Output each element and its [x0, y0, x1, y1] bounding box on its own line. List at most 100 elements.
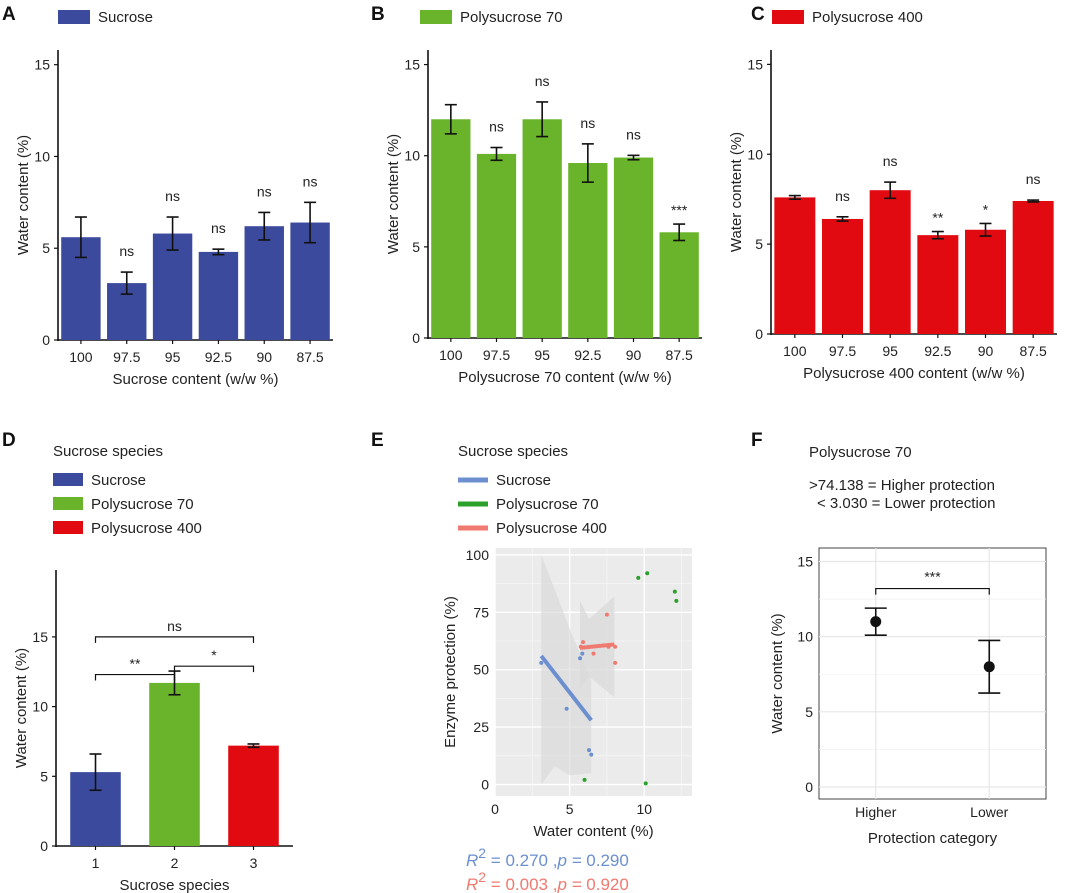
- legend-sucrose-label: Sucrose: [98, 9, 153, 26]
- y-axis-title: Enzyme protection (%): [442, 596, 459, 748]
- bar: [568, 163, 608, 338]
- legend-sucrose-swatch: [58, 10, 90, 24]
- legend-d-swatch: [53, 497, 83, 510]
- y-axis-title: Water content (%): [728, 132, 745, 252]
- significance-label: ***: [671, 202, 688, 218]
- panel-label-f: F: [751, 430, 763, 451]
- bar: [917, 235, 959, 334]
- data-point: [564, 706, 569, 711]
- legend-e-item: Polysucrose 400: [496, 520, 607, 537]
- panel-label-e: E: [371, 430, 384, 451]
- x-tick-label: 1: [92, 855, 100, 871]
- data-point: [578, 644, 583, 649]
- y-tick-label: 15: [34, 57, 50, 73]
- y-tick-label: 25: [473, 719, 489, 735]
- y-tick-label: 15: [747, 56, 763, 72]
- data-point: [613, 660, 618, 665]
- bar: [774, 197, 816, 334]
- bar: [522, 119, 562, 338]
- x-tick-label: 10: [636, 801, 652, 817]
- y-axis-title: Water content (%): [15, 135, 32, 255]
- x-axis-title: Polysucrose 400 content (w/w %): [803, 365, 1025, 382]
- y-tick-label: 15: [404, 57, 420, 73]
- bar: [659, 232, 699, 338]
- panel-label-c: C: [751, 4, 765, 25]
- bar: [965, 229, 1006, 334]
- significance-label: ns: [883, 153, 898, 169]
- bar: [431, 119, 471, 338]
- significance-label: ns: [257, 183, 272, 199]
- x-axis-title: Sucrose content (w/w %): [113, 371, 279, 388]
- data-point: [582, 777, 587, 782]
- chart-f: Polysucrose 70 >74.138 = Higher protectio…: [769, 444, 1047, 847]
- x-axis-title: Water content (%): [533, 823, 653, 840]
- x-tick-label: 87.5: [1020, 343, 1047, 359]
- x-tick-label: 95: [165, 349, 181, 365]
- legend-polysucrose-400-label: Polysucrose 400: [812, 9, 923, 26]
- significance-label: *: [983, 201, 989, 217]
- chart-d: 0 5 10 15 1 2 3 Sucrose species Water content (%…: [13, 570, 293, 893]
- x-tick-label: Higher: [855, 804, 897, 820]
- y-tick-label: 10: [404, 148, 420, 164]
- bar: [244, 226, 284, 340]
- significance-label: **: [932, 210, 943, 226]
- f-threshold-higher: >74.138 = Higher protection: [809, 477, 995, 494]
- chart-a: 0 5 10 15 100 97.5 ns 95 ns 92.5 ns 90 ns 87.5 ns Sucro…: [15, 50, 333, 388]
- data-point: [589, 752, 594, 757]
- data-point: [580, 651, 585, 656]
- legend-e-item: Polysucrose 70: [496, 496, 599, 513]
- y-tick-label: 0: [40, 838, 48, 854]
- legend-polysucrose-70-swatch: [420, 10, 452, 24]
- significance-label: ns: [119, 243, 134, 259]
- x-tick-label: 92.5: [205, 349, 232, 365]
- y-tick-label: 0: [481, 777, 489, 793]
- x-tick-label: 90: [626, 347, 642, 363]
- x-tick-label: 100: [439, 347, 463, 363]
- bar: [149, 682, 200, 846]
- panel-label-a: A: [2, 4, 16, 25]
- y-tick-label: 10: [32, 699, 48, 715]
- data-point: [591, 651, 596, 656]
- data-point: [581, 640, 586, 645]
- significance-bracket: [94, 636, 255, 643]
- legend-d-swatch: [53, 521, 83, 534]
- x-tick-label: 87.5: [666, 347, 693, 363]
- significance-label: ns: [580, 115, 595, 131]
- x-tick-label: 97.5: [113, 349, 140, 365]
- y-axis-title: Water content (%): [385, 134, 402, 254]
- x-tick-label: 5: [566, 801, 574, 817]
- legend-e-item: Sucrose: [496, 472, 551, 489]
- confidence-band: [541, 554, 592, 785]
- x-tick-label: 3: [250, 855, 258, 871]
- y-tick-label: 0: [755, 326, 763, 342]
- legend-d-item: Sucrose: [91, 472, 146, 489]
- legend-d-title: Sucrose species: [53, 443, 163, 460]
- chart-c: 0 5 10 15 100 97.5 ns 95 ns 92.5 ** 90 * 87.5 ns Polysu…: [728, 50, 1057, 382]
- y-tick-label: 10: [797, 629, 813, 645]
- x-tick-label: 97.5: [829, 343, 856, 359]
- bar: [1012, 200, 1054, 334]
- f-threshold-lower: < 3.030 = Lower protection: [817, 495, 995, 512]
- y-tick-label: 10: [34, 148, 50, 164]
- bar: [228, 745, 279, 846]
- bar: [152, 233, 193, 340]
- data-point: [636, 575, 641, 580]
- x-tick-label: 92.5: [574, 347, 601, 363]
- significance-bracket: [173, 665, 255, 673]
- y-tick-label: 15: [32, 629, 48, 645]
- data-point: [645, 571, 650, 576]
- chart-b: 0 5 10 15 100 97.5 ns 95 ns 92.5 ns 90 ns 87.5 *** Poly…: [385, 50, 702, 386]
- y-tick-label: 5: [805, 704, 813, 720]
- significance-label: ns: [1026, 171, 1041, 187]
- mean-point: [870, 616, 882, 628]
- x-tick-label: 90: [978, 343, 994, 359]
- significance-bracket: [94, 673, 176, 681]
- y-tick-label: 100: [466, 547, 490, 563]
- legend-polysucrose-70-label: Polysucrose 70: [460, 9, 563, 26]
- y-tick-label: 5: [40, 768, 48, 784]
- stat-annotation: R2 = 0.270 ,p = 0.290: [466, 845, 629, 870]
- significance-label: ns: [835, 188, 850, 204]
- data-point: [578, 656, 583, 661]
